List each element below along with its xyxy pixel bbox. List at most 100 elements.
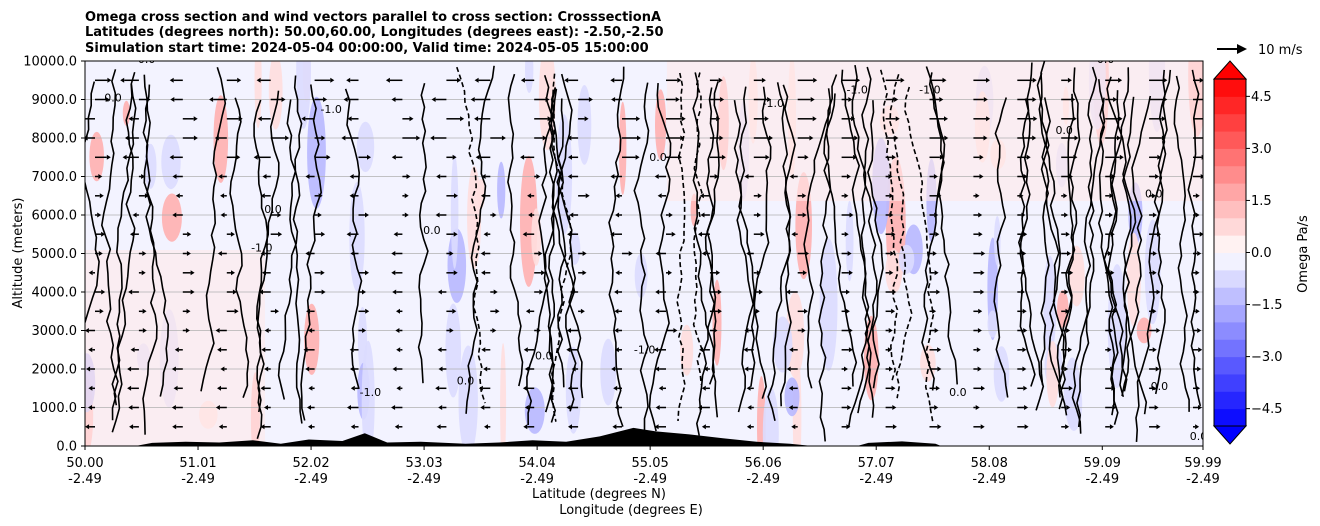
wind-vector-head [130, 347, 135, 353]
contour-line [456, 66, 486, 404]
omega-patch [268, 61, 283, 130]
wind-vector-head [654, 174, 659, 179]
wind-vector-head [635, 154, 640, 160]
wind-vector-head [654, 424, 659, 430]
wind-vector-head [1116, 135, 1121, 141]
wind-vector-head [88, 405, 92, 410]
wind-vector-head [847, 251, 852, 256]
wind-vector-head [610, 77, 615, 83]
x-axis: 50.00-2.4951.01-2.4952.02-2.4953.03-2.49… [66, 446, 1222, 487]
contour-line [648, 83, 672, 432]
wind-vector-head [129, 424, 134, 430]
wind-vector-head [478, 385, 483, 391]
contour-label: -1.0 [251, 242, 272, 255]
colorbar-band [1214, 96, 1246, 115]
wind-vector-head [1195, 193, 1200, 199]
omega-region [85, 250, 265, 446]
wind-vector-head [236, 154, 241, 160]
contour-label: 0.0 [649, 151, 667, 164]
wind-vector-head [582, 270, 587, 276]
wind-vector-head [1069, 270, 1074, 276]
wind-vector-head [569, 212, 574, 218]
contour-line [879, 69, 899, 383]
wind-vector-head [1161, 116, 1166, 122]
x-tick-label-lon: -2.49 [972, 472, 1006, 487]
wind-vector-head [303, 347, 308, 353]
wind-vector-head [655, 289, 660, 295]
wind-vector-head [983, 97, 988, 102]
wind-vector-head [404, 193, 409, 199]
wind-vector-head [1195, 212, 1200, 218]
y-tick-label: 6000.0 [32, 209, 78, 224]
wind-vector-head [256, 77, 261, 83]
x-tick-label-lat: 56.06 [745, 456, 782, 471]
contour-label: 0.0 [264, 203, 282, 216]
wind-vector-head [939, 154, 944, 160]
contour-line [1036, 72, 1050, 386]
wind-vector-head [718, 77, 723, 83]
wind-vector-head [144, 193, 149, 199]
wind-vector-head [933, 174, 938, 179]
wind-vector-head [891, 154, 896, 160]
wind-vector-head [1068, 347, 1072, 353]
wind-vector-head [452, 308, 457, 314]
wind-vector-head [767, 97, 772, 102]
wind-vector-head [1197, 366, 1202, 372]
wind-vector-head [786, 289, 791, 295]
wind-vector-head [802, 193, 807, 199]
wind-vector-head [1019, 193, 1024, 199]
colorbar: 4.5 3.0 1.5 0.0 −1.5 −3.0 −4.5 [1212, 60, 1283, 445]
wind-vector-head [435, 212, 440, 218]
wind-vector-head [673, 328, 678, 333]
wind-vector-head [668, 270, 672, 276]
wind-vector-head [391, 97, 396, 102]
colorbar-band [1214, 235, 1246, 253]
wind-vector-head [142, 308, 147, 314]
wind-vector-head [1201, 154, 1203, 160]
wind-vector-head [614, 289, 619, 295]
wind-vector-head [474, 116, 479, 122]
wind-vector-head [523, 424, 528, 430]
wind-vector-head [1152, 270, 1157, 276]
wind-vector-head [275, 308, 279, 314]
wind-vector-head [788, 385, 793, 391]
wind-vector-head [892, 405, 897, 410]
wind-vector-head [308, 424, 312, 430]
wind-vector-head [305, 366, 310, 372]
omega-patch [296, 61, 311, 129]
y-tick-label: 7000.0 [32, 170, 78, 185]
wind-vector-head [524, 405, 529, 410]
wind-vector-head [524, 366, 529, 372]
contour-line [1116, 90, 1148, 415]
contour-line [1071, 97, 1106, 434]
wind-vector-head [305, 174, 310, 179]
omega-patch [819, 238, 838, 371]
wind-vector-head [1155, 366, 1160, 372]
x-tick-label-lon: -2.49 [1186, 472, 1220, 487]
contour-line [417, 82, 429, 384]
wind-vector-head [805, 251, 809, 256]
wind-vector-head [525, 308, 530, 314]
x-tick-label-lat: 58.08 [971, 456, 1008, 471]
wind-vector-head [980, 270, 985, 276]
y-tick-label: 0.0 [56, 440, 77, 455]
wind-vector-head [765, 154, 770, 160]
x-axis-label-latitude: Latitude (degrees N) [532, 487, 666, 502]
wind-vector-head [580, 308, 585, 314]
wind-vector-head [406, 174, 411, 179]
y-tick-label: 5000.0 [32, 247, 78, 262]
wind-vector-head [260, 385, 265, 391]
wind-vector-head [217, 251, 222, 256]
wind-vector-head [894, 97, 899, 102]
wind-vector-head [128, 289, 133, 295]
wind-vector-head [536, 174, 541, 179]
wind-vector-head [260, 193, 265, 199]
contour-line [253, 99, 269, 413]
y-tick-label: 1000.0 [32, 401, 78, 416]
contour-line [1187, 69, 1202, 407]
wind-vector-head [170, 97, 175, 102]
title-line-1: Omega cross section and wind vectors par… [85, 10, 661, 25]
y-tick-label: 4000.0 [32, 286, 78, 301]
wind-vector-head [935, 385, 940, 391]
omega-patch [762, 387, 779, 446]
